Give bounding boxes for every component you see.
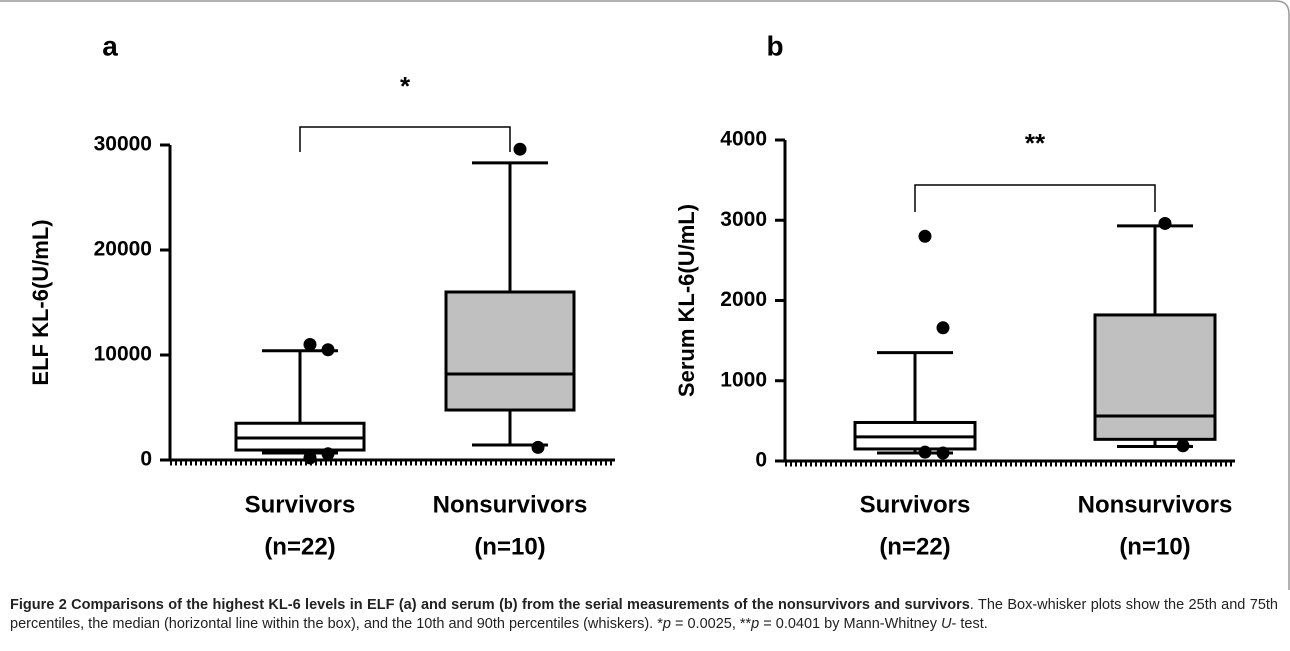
outlier: [531, 440, 545, 454]
outlier: [1158, 216, 1172, 230]
significance-bracket: [914, 184, 1156, 212]
y-tick-label: 3000: [720, 208, 767, 231]
caption-text: U: [941, 616, 952, 632]
x-tick-label: Nonsurvivors: [433, 491, 588, 518]
y-tick-label: 0: [755, 449, 767, 472]
x-tick-sublabel: (n=10): [1119, 533, 1190, 560]
outlier: [321, 343, 335, 357]
caption-text: p: [662, 616, 671, 632]
y-axis-title: ELF KL-6(U/mL): [28, 219, 53, 385]
caption-text: . The Box-whisker plots show the 25th an…: [10, 597, 1278, 632]
y-tick-label: 20000: [94, 238, 152, 261]
outlier: [936, 446, 950, 460]
significance-label: *: [400, 71, 411, 101]
x-tick-label: Survivors: [860, 491, 971, 518]
box: [444, 290, 576, 412]
caption-title: Figure 2 Comparisons of the highest KL-6…: [10, 597, 970, 613]
y-tick-label: 0: [140, 448, 152, 471]
y-tick-label: 30000: [94, 133, 152, 156]
box: [1093, 313, 1217, 441]
caption: Figure 2 Comparisons of the highest KL-6…: [10, 596, 1278, 634]
frame: [0, 0, 1290, 590]
x-tick-sublabel: (n=22): [264, 533, 335, 560]
outlier: [303, 338, 317, 351]
outlier: [936, 321, 950, 335]
significance-label: **: [1025, 128, 1046, 158]
y-tick-label: 10000: [94, 343, 152, 366]
panel-label: a: [102, 30, 118, 61]
y-axis-title: Serum KL-6(U/mL): [674, 204, 699, 397]
x-tick-sublabel: (n=22): [879, 533, 950, 560]
outlier: [918, 229, 932, 243]
x-tick-sublabel: (n=10): [474, 533, 545, 560]
significance-bracket: [299, 126, 511, 152]
outlier: [303, 451, 317, 465]
x-tick-label: Survivors: [245, 491, 356, 518]
panel-label: b: [766, 30, 783, 61]
outlier: [1176, 439, 1190, 453]
x-tick-label: Nonsurvivors: [1078, 491, 1233, 518]
caption-text: p: [751, 616, 760, 632]
caption-text: = 0.0025, **: [670, 616, 752, 632]
y-tick-label: 4000: [720, 128, 767, 151]
outlier: [918, 445, 932, 459]
outlier: [321, 447, 335, 461]
y-tick-label: 1000: [720, 368, 767, 391]
y-tick-label: 2000: [720, 288, 767, 311]
caption-text: = 0.0401 by Mann-Whitney: [759, 616, 942, 632]
caption-text: - test.: [951, 616, 988, 632]
outlier: [513, 142, 527, 156]
